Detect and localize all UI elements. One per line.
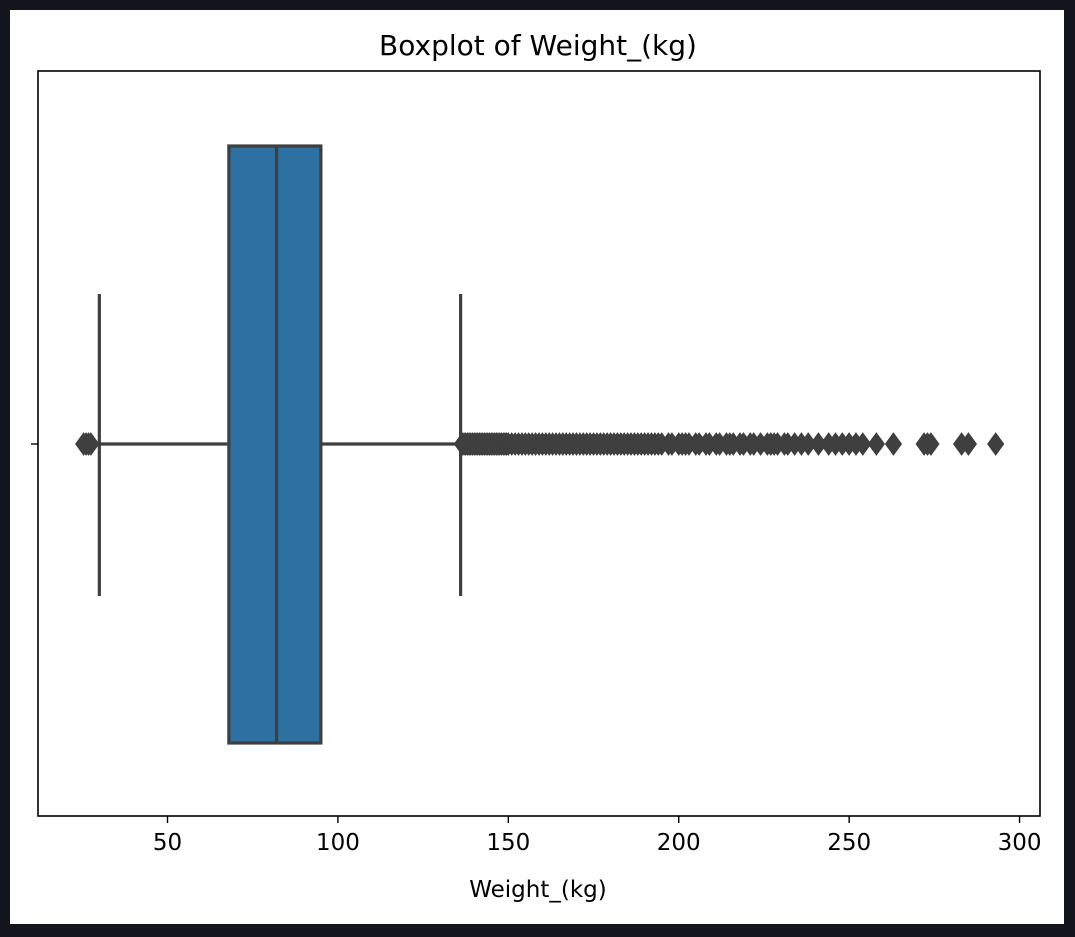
outlier-point xyxy=(82,432,100,456)
outlier-point xyxy=(987,432,1005,456)
outlier-point xyxy=(922,432,940,456)
outlier-point xyxy=(884,432,903,456)
figure-canvas: Boxplot of Weight_(kg) 50 100 150 200 250 300… xyxy=(10,10,1064,924)
outlier-point xyxy=(854,432,872,456)
iqr-box xyxy=(227,144,323,745)
x-tick-label: 50 xyxy=(153,830,182,856)
x-tick-label: 150 xyxy=(486,830,530,856)
boxplot-chart: Boxplot of Weight_(kg) 50 100 150 200 250 300… xyxy=(31,29,1042,903)
x-tick-label: 300 xyxy=(998,830,1042,856)
x-tick-label: 250 xyxy=(827,830,871,856)
x-tick-label: 200 xyxy=(657,830,701,856)
x-tick-label: 100 xyxy=(316,830,360,856)
x-axis-label: Weight_(kg) xyxy=(469,877,607,903)
outlier-point xyxy=(959,432,978,456)
outlier-point xyxy=(867,432,886,456)
chart-title: Boxplot of Weight_(kg) xyxy=(379,29,697,62)
